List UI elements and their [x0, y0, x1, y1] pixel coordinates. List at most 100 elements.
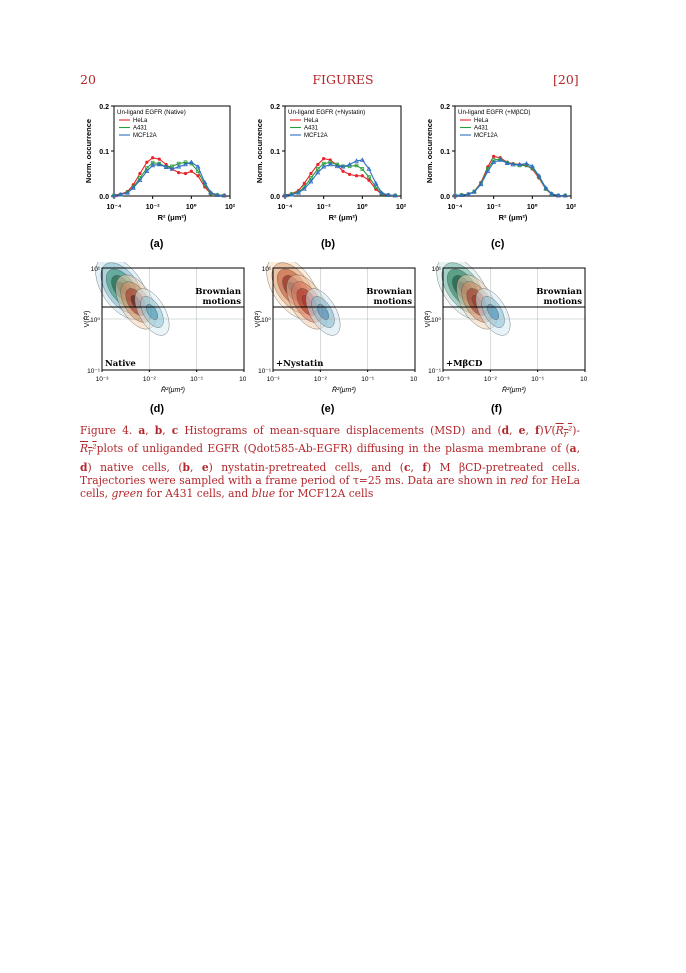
y-axis-label: Norm. occurrence [425, 119, 434, 183]
data-point [302, 181, 306, 185]
x-axis-label: R² (μm²) [499, 213, 528, 222]
legend-label: HeLa [304, 118, 319, 124]
x-tick-label: 10⁻¹ [531, 376, 545, 383]
data-point [221, 192, 227, 198]
plot-frame [101, 267, 245, 371]
legend-title: Un-ligand EGFR (Native) [117, 109, 186, 116]
series-line-hela [454, 155, 566, 197]
legend-label: A431 [133, 126, 148, 132]
data-point [151, 156, 155, 160]
y-tick-label: 10¹ [91, 266, 101, 273]
data-point [359, 157, 365, 162]
contour-panel-f: Brownian motions +MβCD 10¹ 10⁰ 10⁻¹ 10⁻³ 10⁻² 10… [421, 256, 590, 404]
data-point [367, 175, 371, 179]
condition-label: Native [105, 359, 136, 369]
plot-frame [284, 105, 402, 197]
legend-title: Un-ligand EGFR (+Nystatin) [288, 109, 365, 116]
data-point [562, 192, 568, 198]
x-tick-label: 10⁻³ [96, 376, 110, 383]
region-label: motions [544, 297, 583, 307]
x-axis-label: R² (μm²) [329, 213, 358, 222]
plot-frame [272, 267, 416, 371]
x-tick-label: 10⁻⁴ [107, 204, 122, 211]
x-tick-label: 10² [225, 204, 236, 211]
data-point [517, 161, 523, 167]
x-tick-label: 10⁻² [484, 376, 498, 383]
condition-label: +MβCD [446, 359, 483, 369]
running-title: FIGURES [312, 72, 374, 87]
data-point [492, 154, 496, 158]
data-point [491, 159, 497, 165]
data-point [491, 158, 496, 162]
y-tick-label: 10⁰ [90, 317, 100, 324]
data-point [366, 166, 372, 171]
data-point [144, 168, 150, 174]
data-point [497, 157, 503, 162]
data-point [360, 167, 365, 171]
data-point [373, 180, 379, 186]
data-point [459, 192, 465, 197]
region-label: Brownian [195, 287, 241, 297]
y-tick-label: 0.2 [440, 104, 450, 111]
x-tick-label: 10⁻² [143, 376, 157, 383]
region-label: Brownian [536, 287, 582, 297]
data-point [195, 164, 201, 169]
data-point [354, 174, 359, 178]
subfigure-label-e: (e) [321, 403, 335, 415]
data-point [188, 159, 194, 165]
x-tick-label: 10⁻¹ [190, 376, 204, 383]
data-point [374, 185, 378, 189]
contour-panel-e: Brownian motions +Nystatin 10¹ 10⁰ 10⁻¹ 10⁻³ 10… [251, 256, 420, 404]
data-point [309, 171, 313, 176]
x-tick-label: 10⁰ [357, 203, 368, 211]
legend-label: HeLa [133, 118, 148, 124]
x-axis-label: R̄²(μm²) [502, 386, 526, 394]
data-point [536, 173, 542, 178]
data-point [485, 168, 491, 174]
y-axis-label: Norm. occurrence [84, 119, 93, 183]
x-tick-label: 10² [396, 204, 407, 211]
y-tick-label: 0.2 [270, 104, 280, 111]
x-tick-label: 10⁻² [146, 204, 160, 211]
data-point [130, 185, 136, 190]
data-point [214, 192, 220, 197]
data-point [137, 177, 143, 183]
x-axis-label: R̄²(μm²) [332, 386, 356, 394]
data-point [322, 157, 326, 161]
data-point [150, 162, 156, 168]
data-point [196, 174, 200, 178]
x-tick-label: 10⁻² [314, 376, 328, 383]
region-label: Brownian [366, 287, 412, 297]
y-tick-label: 10⁻¹ [87, 368, 101, 375]
data-point [111, 192, 117, 198]
contour-panel-d: Brownian motions Native 10¹ 10⁰ 10⁻¹ 10⁻³ 10⁻² 1… [80, 256, 249, 404]
subfigure-label-d: (d) [150, 403, 165, 415]
data-point [208, 189, 214, 195]
legend-label: A431 [474, 126, 489, 132]
data-point [524, 160, 529, 166]
data-point [321, 164, 327, 169]
x-tick-label: 10⁻⁴ [448, 204, 463, 211]
x-axis-label: R̄²(μm²) [161, 386, 185, 394]
data-point [138, 171, 142, 176]
x-tick-label: 10⁻³ [437, 376, 451, 383]
x-tick-label: 10⁻² [487, 204, 501, 211]
legend-label: MCF12A [304, 133, 328, 139]
plot-frame [113, 105, 231, 197]
data-point [348, 172, 352, 176]
x-tick-label: 10⁻³ [267, 376, 281, 383]
data-point [466, 191, 471, 196]
region-label: motions [374, 297, 413, 307]
page-ref: [20] [553, 72, 579, 87]
data-point [282, 192, 288, 198]
x-tick-label: 10⁰ [527, 203, 538, 211]
x-tick-label: 10⁰ [580, 376, 587, 383]
y-axis-label: V(R̄²) [424, 311, 432, 328]
y-tick-label: 0.2 [99, 104, 109, 111]
data-point [183, 171, 188, 176]
x-tick-label: 10⁻¹ [361, 376, 375, 383]
histogram-panel-b: 0.0 0.1 0.2 10⁻⁴ 10⁻² 10⁰ 10² R² (μm²) Norm. occ… [251, 100, 417, 240]
data-point [296, 190, 301, 195]
data-point [183, 160, 188, 165]
subfigure-label-c: (c) [491, 238, 505, 250]
